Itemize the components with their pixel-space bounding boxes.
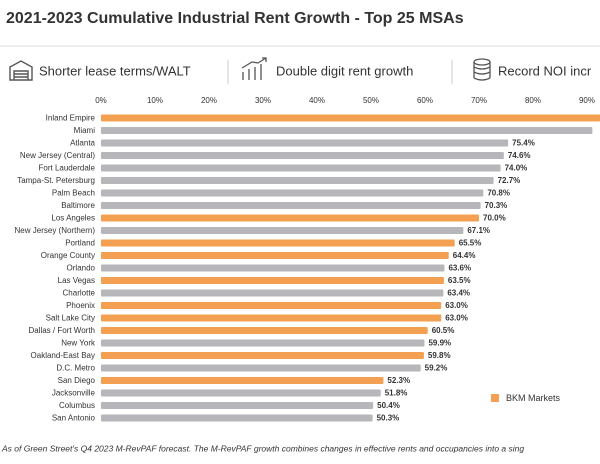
bar bbox=[101, 252, 449, 259]
value-label: 60.5% bbox=[432, 326, 455, 335]
y-tick-label: New Jersey (Northern) bbox=[15, 226, 96, 235]
bar bbox=[101, 127, 593, 134]
y-tick-label: Fort Lauderdale bbox=[39, 164, 96, 173]
highlight: Shorter lease terms/WALT bbox=[39, 63, 191, 78]
value-label: 64.4% bbox=[453, 251, 476, 260]
y-tick-label: Miami bbox=[74, 126, 96, 135]
value-label: 67.1% bbox=[467, 226, 490, 235]
bar bbox=[101, 239, 455, 247]
y-tick-label: Orlando bbox=[67, 264, 96, 273]
value-label: 75.4% bbox=[512, 139, 535, 148]
y-tick-label: Palm Beach bbox=[52, 189, 95, 198]
y-tick-label: San Diego bbox=[58, 376, 96, 385]
x-tick-label: 70% bbox=[471, 96, 487, 105]
value-label: 59.8% bbox=[428, 351, 451, 360]
y-tick-label: Phoenix bbox=[66, 301, 95, 310]
x-tick-label: 30% bbox=[255, 96, 271, 105]
y-tick-label: Orange County bbox=[41, 251, 95, 260]
bar bbox=[101, 339, 425, 347]
y-tick-label: San Antonio bbox=[52, 414, 96, 423]
bar bbox=[101, 327, 428, 334]
y-tick-label: Charlotte bbox=[63, 289, 96, 298]
bar bbox=[101, 289, 444, 297]
value-label: 63.4% bbox=[447, 289, 470, 298]
y-tick-label: New Jersey (Central) bbox=[20, 151, 95, 160]
y-tick-label: New York bbox=[61, 339, 96, 348]
x-tick-label: 60% bbox=[417, 96, 433, 105]
y-tick-label: Jacksonville bbox=[52, 389, 96, 398]
value-label: 70.0% bbox=[483, 214, 506, 223]
x-tick-label: 10% bbox=[147, 96, 163, 105]
bar bbox=[101, 152, 504, 159]
bar bbox=[101, 164, 501, 172]
value-label: 72.7% bbox=[498, 176, 521, 185]
value-label: 63.5% bbox=[448, 276, 471, 285]
value-label: 63.0% bbox=[445, 301, 468, 310]
y-tick-label: Las Vegas bbox=[58, 276, 95, 285]
y-tick-label: Salt Lake City bbox=[46, 314, 95, 323]
bar bbox=[101, 264, 445, 272]
x-tick-label: 0% bbox=[95, 96, 107, 105]
value-label: 52.3% bbox=[387, 376, 410, 385]
y-tick-label: Los Angeles bbox=[51, 214, 95, 223]
bar bbox=[101, 302, 442, 309]
legend-swatch bbox=[491, 394, 499, 402]
bar bbox=[101, 202, 481, 209]
value-label: 74.0% bbox=[505, 164, 528, 173]
value-label: 70.3% bbox=[485, 201, 508, 210]
bar bbox=[101, 377, 384, 384]
x-tick-label: 90% bbox=[579, 96, 595, 105]
value-label: 50.4% bbox=[377, 401, 400, 410]
y-tick-label: Portland bbox=[65, 239, 95, 248]
value-label: 63.0% bbox=[445, 314, 468, 323]
highlight: Record NOI incr bbox=[498, 63, 592, 78]
highlight: Double digit rent growth bbox=[276, 63, 413, 78]
y-tick-label: Tampa-St. Petersburg bbox=[17, 176, 95, 185]
value-label: 63.6% bbox=[448, 264, 471, 273]
value-label: 50.3% bbox=[377, 414, 400, 423]
x-tick-label: 80% bbox=[525, 96, 541, 105]
bar bbox=[101, 227, 464, 234]
bar bbox=[101, 414, 373, 422]
bar bbox=[101, 277, 444, 284]
bar bbox=[101, 189, 484, 197]
value-label: 51.8% bbox=[385, 389, 408, 398]
y-tick-label: D.C. Metro bbox=[56, 364, 95, 373]
x-tick-label: 20% bbox=[201, 96, 217, 105]
bar bbox=[101, 177, 494, 184]
bar bbox=[101, 364, 421, 372]
y-tick-label: Atlanta bbox=[70, 139, 95, 148]
bar bbox=[101, 352, 424, 359]
value-label: 74.6% bbox=[508, 151, 531, 160]
legend-label: BKM Markets bbox=[506, 393, 561, 403]
bar bbox=[101, 402, 374, 409]
x-tick-label: 40% bbox=[309, 96, 325, 105]
value-label: 59.9% bbox=[428, 339, 451, 348]
footnote: As of Green Street's Q4 2023 M-RevPAF fo… bbox=[1, 443, 524, 453]
y-tick-label: Inland Empire bbox=[46, 114, 96, 123]
y-tick-label: Columbus bbox=[59, 401, 95, 410]
y-tick-label: Baltimore bbox=[61, 201, 95, 210]
bar bbox=[101, 214, 479, 222]
icon-growth bbox=[241, 57, 267, 80]
x-tick-label: 50% bbox=[363, 96, 379, 105]
bar bbox=[101, 314, 442, 322]
y-tick-label: Oakland-East Bay bbox=[31, 351, 95, 360]
chart-title: 2021-2023 Cumulative Industrial Rent Gro… bbox=[6, 10, 464, 27]
icon-warehouse bbox=[9, 60, 33, 81]
bar bbox=[101, 139, 509, 147]
bar bbox=[101, 114, 600, 122]
y-tick-label: Dallas / Fort Worth bbox=[28, 326, 95, 335]
icon-coins bbox=[473, 58, 491, 81]
value-label: 70.8% bbox=[487, 189, 510, 198]
value-label: 65.5% bbox=[459, 239, 482, 248]
value-label: 59.2% bbox=[425, 364, 448, 373]
bar bbox=[101, 389, 381, 397]
